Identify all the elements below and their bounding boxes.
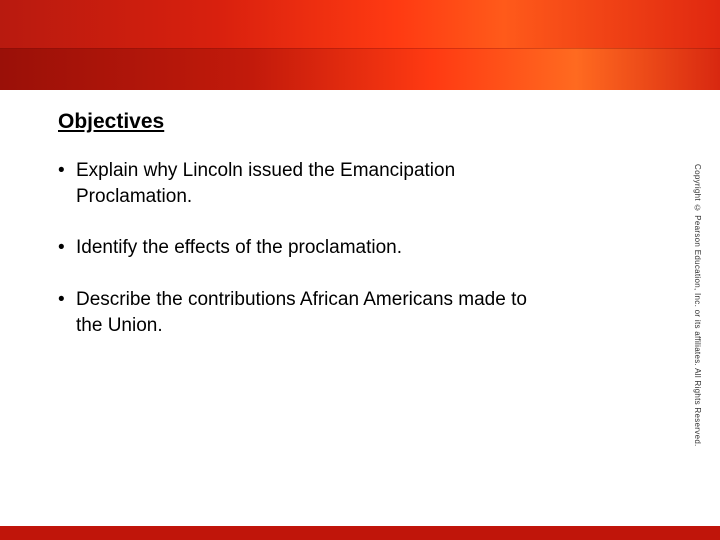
content-area: Objectives Explain why Lincoln issued th… (58, 110, 640, 364)
list-item: Describe the contributions African Ameri… (58, 287, 558, 338)
copyright-strip: Copyright © Pearson Education, Inc. or i… (660, 100, 702, 510)
objectives-heading: Objectives (58, 110, 640, 134)
header-band (0, 0, 720, 90)
copyright-text: Copyright © Pearson Education, Inc. or i… (693, 164, 702, 447)
list-item: Explain why Lincoln issued the Emancipat… (58, 158, 558, 209)
list-item: Identify the effects of the proclamation… (58, 235, 558, 261)
footer-band (0, 526, 720, 540)
objectives-list: Explain why Lincoln issued the Emancipat… (58, 158, 640, 338)
header-bottom-stripe (0, 48, 720, 90)
header-top-stripe (0, 0, 720, 48)
